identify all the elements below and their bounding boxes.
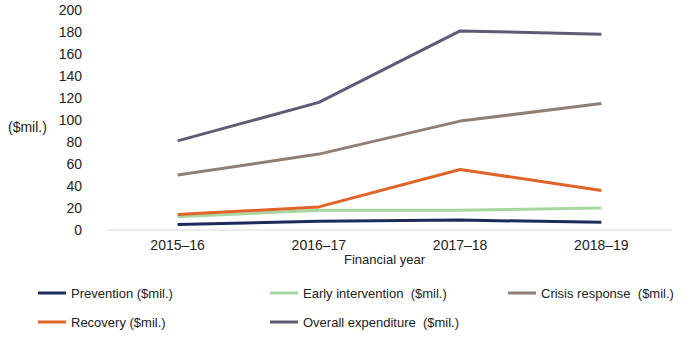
chart-root: 0 20 40 60 80 100 120 140 160 180 200 2015–16 2016–1… (0, 0, 700, 340)
legend-label: Overall expenditure ($mil.) (303, 315, 459, 330)
x-axis-line (107, 230, 672, 231)
x-tick-label: 2016–17 (292, 237, 347, 253)
y-tick-label: 20 (66, 200, 82, 216)
y-tick-label: 160 (59, 46, 83, 62)
legend-label: Crisis response ($mil.) (541, 286, 674, 301)
legend-label: Early intervention ($mil.) (303, 286, 447, 301)
y-tick-label: 140 (59, 68, 83, 84)
y-tick-label: 80 (66, 134, 82, 150)
legend-label: Recovery ($mil.) (71, 315, 166, 330)
y-axis-title: ($mil.) (8, 119, 47, 135)
legend-swatch (38, 321, 66, 324)
y-tick-label: 180 (59, 24, 83, 40)
legend-label: Prevention ($mil.) (71, 286, 173, 301)
series-group (178, 31, 602, 225)
chart: 0 20 40 60 80 100 120 140 160 180 200 2015–16 2016–1… (0, 0, 700, 340)
x-tick-label: 2018–19 (574, 237, 629, 253)
y-tick-label: 120 (59, 90, 83, 106)
y-tick-label: 40 (66, 178, 82, 194)
x-tick-label: 2017–18 (433, 237, 488, 253)
y-tick-label: 0 (74, 222, 82, 238)
legend-swatch (270, 292, 298, 295)
x-tick-label: 2015–16 (150, 237, 205, 253)
series-line (178, 104, 602, 176)
legend-swatch (38, 292, 66, 295)
series-line (178, 170, 602, 215)
y-tick-label: 60 (66, 156, 82, 172)
y-tick-label: 200 (59, 2, 83, 18)
y-tick-label: 100 (59, 112, 83, 128)
x-axis-title: Financial year (344, 252, 426, 267)
series-line (178, 31, 602, 141)
legend-swatch (270, 321, 298, 324)
legend: Prevention ($mil.) Early intervention ($m… (38, 286, 674, 330)
series-line (178, 220, 602, 224)
legend-swatch (508, 292, 536, 295)
